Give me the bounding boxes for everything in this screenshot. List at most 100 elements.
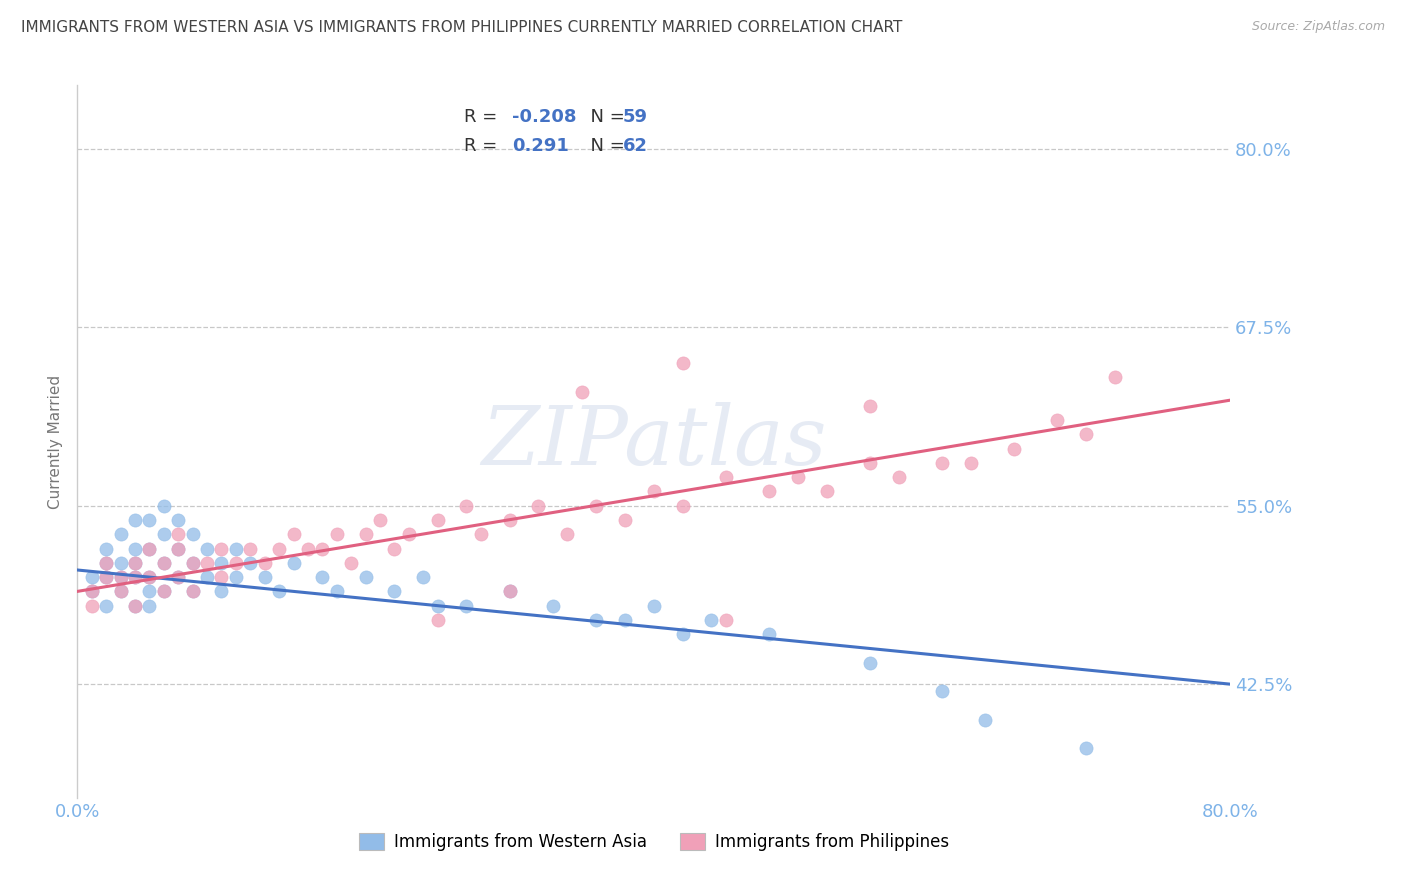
Point bbox=[585, 499, 607, 513]
Point bbox=[110, 556, 132, 570]
Point bbox=[96, 570, 118, 584]
Point bbox=[758, 484, 780, 499]
Point bbox=[138, 584, 160, 599]
Point bbox=[1104, 370, 1126, 384]
Point bbox=[138, 570, 160, 584]
Point bbox=[714, 470, 737, 484]
Point bbox=[672, 499, 695, 513]
Point bbox=[499, 584, 522, 599]
Point bbox=[354, 570, 377, 584]
Point bbox=[974, 713, 997, 727]
Point bbox=[643, 599, 665, 613]
Point bbox=[96, 556, 118, 570]
Point bbox=[167, 513, 190, 527]
Point bbox=[267, 584, 291, 599]
Point bbox=[225, 541, 247, 556]
Point bbox=[96, 570, 118, 584]
Point bbox=[211, 584, 233, 599]
Point bbox=[138, 570, 160, 584]
Point bbox=[153, 499, 174, 513]
Point bbox=[527, 499, 550, 513]
Text: Source: ZipAtlas.com: Source: ZipAtlas.com bbox=[1251, 20, 1385, 33]
Text: N =: N = bbox=[579, 137, 630, 155]
Point bbox=[456, 599, 478, 613]
Y-axis label: Currently Married: Currently Married bbox=[48, 375, 63, 508]
Point bbox=[426, 513, 449, 527]
Point bbox=[340, 556, 363, 570]
Point bbox=[859, 456, 882, 470]
Text: IMMIGRANTS FROM WESTERN ASIA VS IMMIGRANTS FROM PHILIPPINES CURRENTLY MARRIED CO: IMMIGRANTS FROM WESTERN ASIA VS IMMIGRAN… bbox=[21, 20, 903, 35]
Text: -0.208: -0.208 bbox=[512, 108, 576, 126]
Point bbox=[153, 556, 174, 570]
Point bbox=[931, 456, 953, 470]
Point bbox=[167, 570, 190, 584]
Point bbox=[382, 584, 406, 599]
Point bbox=[499, 513, 522, 527]
Point bbox=[253, 570, 276, 584]
Point bbox=[195, 541, 218, 556]
Point bbox=[557, 527, 579, 541]
Point bbox=[211, 570, 233, 584]
Point bbox=[283, 527, 305, 541]
Point bbox=[138, 599, 160, 613]
Point bbox=[398, 527, 420, 541]
Point bbox=[1076, 427, 1098, 442]
Point bbox=[124, 599, 146, 613]
Point bbox=[325, 584, 349, 599]
Point bbox=[80, 570, 103, 584]
Point bbox=[1046, 413, 1069, 427]
Point bbox=[354, 527, 377, 541]
Point bbox=[138, 513, 160, 527]
Point bbox=[181, 527, 204, 541]
Point bbox=[426, 599, 449, 613]
Point bbox=[181, 584, 204, 599]
Point bbox=[368, 513, 391, 527]
Point bbox=[253, 556, 276, 570]
Point bbox=[859, 656, 882, 670]
Point bbox=[325, 527, 349, 541]
Point bbox=[614, 513, 637, 527]
Point bbox=[283, 556, 305, 570]
Text: 0.291: 0.291 bbox=[512, 137, 569, 155]
Point bbox=[124, 556, 146, 570]
Point bbox=[311, 541, 333, 556]
Point bbox=[124, 556, 146, 570]
Point bbox=[672, 627, 695, 641]
Point bbox=[153, 527, 174, 541]
Point bbox=[167, 541, 190, 556]
Point bbox=[167, 527, 190, 541]
Point bbox=[931, 684, 953, 698]
Point bbox=[153, 556, 174, 570]
Point bbox=[714, 613, 737, 627]
Point bbox=[700, 613, 723, 627]
Point bbox=[614, 613, 637, 627]
Text: 62: 62 bbox=[623, 137, 648, 155]
Point bbox=[110, 570, 132, 584]
Point bbox=[138, 541, 160, 556]
Point bbox=[239, 541, 262, 556]
Point bbox=[541, 599, 564, 613]
Point bbox=[267, 541, 291, 556]
Point bbox=[960, 456, 983, 470]
Point bbox=[96, 541, 118, 556]
Point bbox=[110, 570, 132, 584]
Point bbox=[195, 556, 218, 570]
Point bbox=[167, 570, 190, 584]
Point bbox=[211, 541, 233, 556]
Point bbox=[239, 556, 262, 570]
Point bbox=[181, 556, 204, 570]
Point bbox=[110, 584, 132, 599]
Point bbox=[153, 584, 174, 599]
Point bbox=[643, 484, 665, 499]
Point bbox=[167, 541, 190, 556]
Text: R =: R = bbox=[464, 108, 502, 126]
Point bbox=[124, 570, 146, 584]
Point bbox=[110, 584, 132, 599]
Point bbox=[815, 484, 838, 499]
Legend: Immigrants from Western Asia, Immigrants from Philippines: Immigrants from Western Asia, Immigrants… bbox=[352, 826, 956, 858]
Point bbox=[470, 527, 492, 541]
Point bbox=[787, 470, 810, 484]
Point bbox=[311, 570, 333, 584]
Point bbox=[412, 570, 434, 584]
Point bbox=[153, 584, 174, 599]
